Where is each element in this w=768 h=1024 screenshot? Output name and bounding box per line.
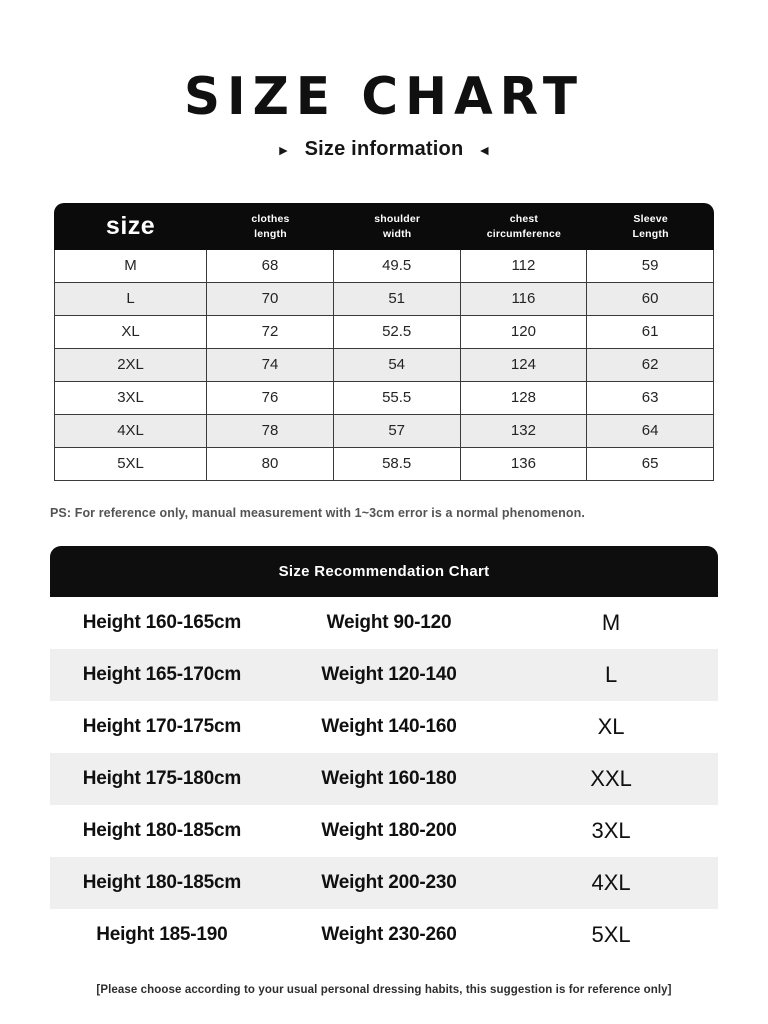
recommendation-row-xxl: Height 175-180cm Weight 160-180 XXL xyxy=(50,753,718,805)
size-table-row-xl: XL 72 52.5 120 61 xyxy=(54,316,714,349)
page-title: SIZE CHART xyxy=(183,66,585,127)
clothes-length-value: 78 xyxy=(207,415,334,448)
column-header-clothes-length: clothes length xyxy=(251,213,290,240)
height-range: Height 180-185cm xyxy=(82,820,242,841)
recommendation-row-l: Height 165-170cm Weight 120-140 L xyxy=(50,649,718,701)
sleeve-length-value: 64 xyxy=(587,415,714,448)
recommended-size: 3XL xyxy=(591,818,631,843)
weight-range: Weight 160-180 xyxy=(321,768,457,789)
shoulder-width-value: 52.5 xyxy=(333,316,461,349)
chest-circumference-value: 124 xyxy=(460,349,588,382)
sleeve-length-value: 65 xyxy=(587,448,714,481)
recommended-size: L xyxy=(604,662,618,687)
recommended-size: XXL xyxy=(590,766,632,791)
height-range: Height 165-170cm xyxy=(82,664,242,685)
chest-circumference-value: 132 xyxy=(460,415,588,448)
clothes-length-value: 74 xyxy=(207,349,334,382)
column-header-size: size xyxy=(105,211,156,240)
column-header-chest-circumference: chest circumference xyxy=(486,213,562,240)
size-value: 5XL xyxy=(54,448,208,481)
size-table-row-3xl: 3XL 76 55.5 128 63 xyxy=(54,382,714,415)
sleeve-length-value: 61 xyxy=(587,316,714,349)
clothes-length-value: 70 xyxy=(207,283,334,316)
size-info-subtitle: ► Size information ◄ xyxy=(0,138,768,161)
weight-range: Weight 120-140 xyxy=(321,664,457,685)
size-value: M xyxy=(54,250,208,283)
recommendation-row-3xl: Height 180-185cm Weight 180-200 3XL xyxy=(50,805,718,857)
size-value: 2XL xyxy=(54,349,208,382)
chest-circumference-value: 112 xyxy=(460,250,588,283)
size-recommendation-section: Size Recommendation Chart Height 160-165… xyxy=(50,546,718,961)
shoulder-width-value: 57 xyxy=(333,415,461,448)
shoulder-width-value: 58.5 xyxy=(333,448,461,481)
shoulder-width-value: 49.5 xyxy=(333,250,461,283)
chest-circumference-value: 128 xyxy=(460,382,588,415)
weight-range: Weight 140-160 xyxy=(321,716,457,737)
clothes-length-value: 68 xyxy=(207,250,334,283)
size-table-row-m: M 68 49.5 112 59 xyxy=(54,250,714,283)
column-header-shoulder-width: shoulder width xyxy=(374,213,421,240)
recommended-size: 4XL xyxy=(591,870,631,895)
clothes-length-value: 76 xyxy=(207,382,334,415)
sleeve-length-value: 63 xyxy=(587,382,714,415)
recommendation-title-bar: Size Recommendation Chart xyxy=(50,546,718,597)
size-value: L xyxy=(54,283,208,316)
height-range: Height 160-165cm xyxy=(82,612,242,633)
shoulder-width-value: 54 xyxy=(333,349,461,382)
recommendation-row-4xl: Height 180-185cm Weight 200-230 4XL xyxy=(50,857,718,909)
size-value: XL xyxy=(54,316,208,349)
footer-note: [Please choose according to your usual p… xyxy=(96,984,672,996)
height-range: Height 180-185cm xyxy=(82,872,242,893)
chest-circumference-value: 116 xyxy=(460,283,588,316)
chest-circumference-value: 136 xyxy=(460,448,588,481)
size-table-row-2xl: 2XL 74 54 124 62 xyxy=(54,349,714,382)
right-pointing-arrow-icon: ► xyxy=(276,141,291,158)
clothes-length-value: 80 xyxy=(207,448,334,481)
weight-range: Weight 180-200 xyxy=(321,820,457,841)
shoulder-width-value: 51 xyxy=(333,283,461,316)
sleeve-length-value: 60 xyxy=(587,283,714,316)
sleeve-length-value: 62 xyxy=(587,349,714,382)
shoulder-width-value: 55.5 xyxy=(333,382,461,415)
recommendation-row-5xl: Height 185-190 Weight 230-260 5XL xyxy=(50,909,718,961)
clothes-length-value: 72 xyxy=(207,316,334,349)
size-table-row-l: L 70 51 116 60 xyxy=(54,283,714,316)
size-table-header-row: size clothes length shoulder width chest… xyxy=(54,203,714,250)
subtitle-label: Size information xyxy=(304,138,464,160)
size-value: 4XL xyxy=(54,415,208,448)
weight-range: Weight 230-260 xyxy=(321,924,457,945)
weight-range: Weight 90-120 xyxy=(326,612,452,633)
size-table-row-4xl: 4XL 78 57 132 64 xyxy=(54,415,714,448)
recommendation-row-xl: Height 170-175cm Weight 140-160 XL xyxy=(50,701,718,753)
left-pointing-arrow-icon: ◄ xyxy=(477,141,492,158)
recommended-size: 5XL xyxy=(591,922,631,947)
height-range: Height 175-180cm xyxy=(82,768,242,789)
size-table: size clothes length shoulder width chest… xyxy=(54,203,714,481)
size-table-row-5xl: 5XL 80 58.5 136 65 xyxy=(54,448,714,481)
ps-note: PS: For reference only, manual measureme… xyxy=(50,506,585,520)
sleeve-length-value: 59 xyxy=(587,250,714,283)
size-value: 3XL xyxy=(54,382,208,415)
chest-circumference-value: 120 xyxy=(460,316,588,349)
weight-range: Weight 200-230 xyxy=(321,872,457,893)
recommended-size: XL xyxy=(597,714,625,739)
height-range: Height 170-175cm xyxy=(82,716,242,737)
column-header-sleeve-length: Sleeve Length xyxy=(632,213,669,240)
recommended-size: M xyxy=(601,610,621,635)
height-range: Height 185-190 xyxy=(96,924,228,945)
recommendation-row-m: Height 160-165cm Weight 90-120 M xyxy=(50,597,718,649)
